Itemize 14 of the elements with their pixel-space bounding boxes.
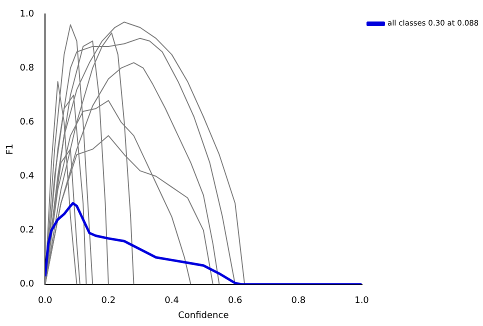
x-axis-title: Confidence	[178, 310, 230, 321]
y-axis-title: F1	[6, 144, 16, 155]
x-tick-label: 0.6	[228, 296, 243, 306]
y-tick-label: 0.4	[20, 172, 34, 182]
x-tick-label: 1.0	[354, 296, 370, 306]
y-tick-label: 0.2	[20, 226, 34, 236]
y-tick-label: 0.0	[20, 280, 34, 290]
x-tick-label: 0.0	[38, 296, 53, 306]
x-tick-label: 0.8	[291, 296, 306, 306]
x-tick-label: 0.4	[164, 296, 180, 306]
y-tick-label: 1.0	[20, 9, 34, 20]
y-tick-label: 0.8	[20, 63, 34, 74]
x-tick-label: 0.2	[101, 296, 116, 306]
y-tick-label: 0.6	[20, 118, 34, 128]
